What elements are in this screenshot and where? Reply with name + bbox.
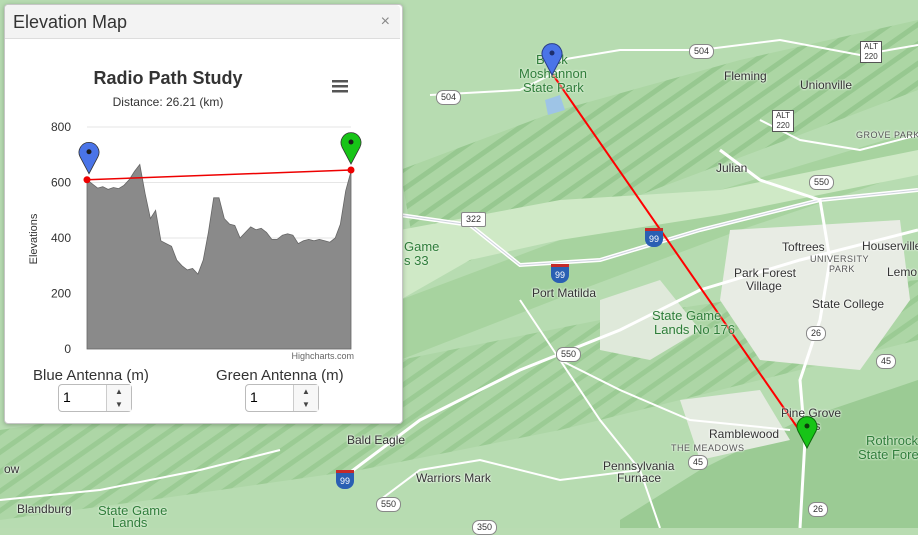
green-antenna-stepper: ▲ ▼: [245, 384, 319, 412]
place-label: Park Forest: [734, 266, 797, 280]
end-point: [347, 166, 355, 174]
place-label: THE MEADOWS: [671, 443, 745, 453]
place-label: State Fore: [858, 447, 918, 462]
place-label: Game: [404, 239, 440, 254]
elevation-area: [86, 163, 352, 350]
y-tick-label: 600: [51, 176, 71, 190]
interstate-shield: 99: [551, 264, 569, 283]
place-label: Toftrees: [782, 240, 825, 254]
panel-title: Elevation Map: [13, 12, 128, 32]
interstate-shield: 99: [645, 228, 663, 247]
blue-antenna-input[interactable]: [63, 389, 103, 405]
place-label: Houserville: [862, 239, 918, 253]
pin-dot: [86, 149, 92, 155]
place-label: s 33: [404, 253, 429, 268]
alt-number: 220: [776, 121, 790, 130]
blue-antenna-stepper: ▲ ▼: [58, 384, 132, 412]
place-label: State Game: [98, 503, 168, 518]
place-label: State College: [812, 297, 885, 311]
place-label: Blandburg: [17, 502, 72, 516]
place-label: ow: [4, 462, 20, 476]
alt-route-shield: ALT 220: [860, 41, 882, 63]
route-shield: 26: [806, 326, 827, 341]
place-label: Julian: [716, 161, 748, 175]
route-shield: 550: [376, 497, 402, 512]
place-label: Pine Grove: [781, 406, 842, 420]
green-up-arrow-icon[interactable]: ▲: [293, 385, 318, 399]
place-label: Rothrock: [866, 433, 918, 448]
route-shield: 550: [809, 175, 835, 190]
y-tick-label: 200: [51, 287, 71, 301]
place-label: Furnace: [617, 471, 662, 485]
place-label: Bald Eagle: [347, 433, 406, 447]
y-tick-label: 0: [64, 342, 71, 356]
green-down-arrow-icon[interactable]: ▼: [293, 398, 318, 411]
alt-number: 220: [864, 52, 878, 61]
blue-antenna-label: Blue Antenna (m): [33, 367, 149, 384]
route-shield: 550: [556, 347, 582, 362]
place-label: Pennsylvania: [603, 459, 675, 473]
place-label: Port Matilda: [532, 286, 597, 300]
y-tick-label: 800: [51, 120, 71, 134]
start-point: [83, 176, 91, 184]
chart-subtitle: Distance: 26.21 (km): [113, 95, 224, 109]
pin-dot: [348, 139, 354, 145]
y-tick-label: 400: [51, 231, 71, 245]
route-shield: 504: [436, 90, 462, 105]
place-label: Lemo: [887, 265, 918, 279]
pin-shape: [78, 141, 100, 175]
route-shield: 45: [688, 455, 709, 470]
credits-link[interactable]: Highcharts.com: [291, 351, 354, 361]
pin-shape: [340, 132, 362, 165]
place-label: Lands: [112, 515, 148, 530]
blue-up-arrow-icon[interactable]: ▲: [106, 385, 131, 399]
chart-title: Radio Path Study: [93, 68, 242, 88]
blue-down-arrow-icon[interactable]: ▼: [106, 398, 131, 411]
route-shield: 45: [876, 354, 897, 369]
green-antenna-label: Green Antenna (m): [216, 367, 344, 384]
us-route-shield: 322: [461, 212, 487, 227]
alt-label: ALT: [863, 42, 879, 51]
y-axis-label: Elevations: [28, 213, 40, 264]
panel-titlebar[interactable]: Elevation Map ×: [5, 5, 400, 39]
place-label: Village: [746, 279, 782, 293]
place-label: UNIVERSITY: [810, 254, 870, 264]
blue-marker-icon[interactable]: [540, 42, 564, 76]
elevation-chart: Radio Path Study Distance: 26.21 (km) El…: [28, 68, 362, 361]
alt-route-shield: ALT 220: [772, 110, 794, 132]
place-label: GROVE PARK: [856, 130, 918, 140]
green-marker-icon[interactable]: [795, 415, 819, 449]
place-label: Warriors Mark: [416, 471, 491, 485]
alt-label: ALT: [775, 111, 791, 120]
interstate-shield: 99: [336, 470, 354, 489]
place-label: Unionville: [800, 78, 853, 92]
route-shield: 26: [808, 502, 829, 517]
green-antenna-input[interactable]: [250, 389, 290, 405]
place-label: State Game: [652, 308, 722, 323]
place-label: PARK: [829, 264, 855, 274]
y-tick-labels: 800 600 400 200 0: [51, 120, 71, 356]
place-label: Fleming: [724, 69, 767, 83]
close-icon[interactable]: ×: [380, 13, 390, 30]
blue-pin-icon: [78, 141, 100, 175]
place-label: Ramblewood: [709, 427, 780, 441]
radio-path-line: [86, 169, 352, 181]
elevation-panel: Elevation Map × Radio Path Study Distanc…: [4, 4, 403, 424]
green-pin-icon: [340, 132, 362, 165]
place-label: Lands No 176: [654, 322, 735, 337]
route-shield: 504: [689, 44, 715, 59]
place-label: State Park: [523, 80, 584, 95]
menu-icon[interactable]: [332, 80, 348, 93]
